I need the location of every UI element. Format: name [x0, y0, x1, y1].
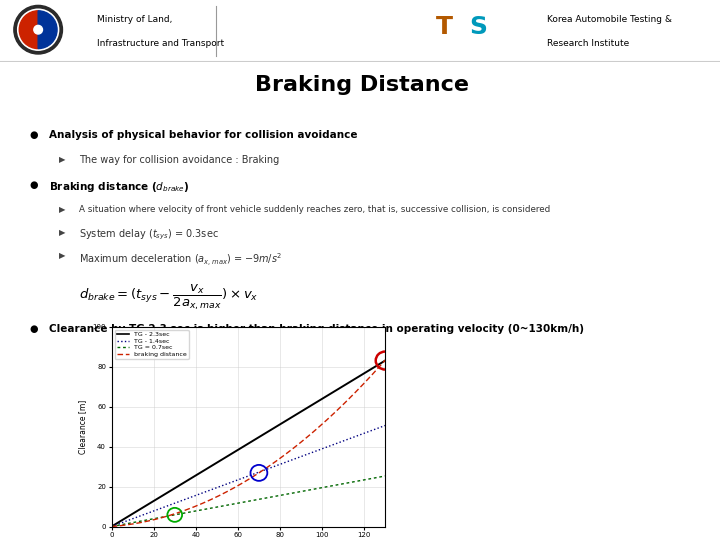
- Text: Braking Distance: Braking Distance: [255, 75, 469, 95]
- braking distance: [338, 402, 346, 409]
- braking distance: [275, 456, 284, 462]
- TG - 1.4sec: [108, 523, 117, 529]
- Text: Maximum deceleration ($a_{x,max}$) = $-9m/s^2$: Maximum deceleration ($a_{x,max}$) = $-9…: [79, 251, 283, 268]
- Text: $d_{brake} = (t_{sys} - \dfrac{v_x}{2a_{x,max}}) \times v_x$: $d_{brake} = (t_{sys} - \dfrac{v_x}{2a_{…: [79, 282, 259, 312]
- Circle shape: [34, 25, 42, 34]
- TG = 0.7sec: [275, 492, 284, 499]
- Text: Ministry of Land,: Ministry of Land,: [97, 15, 173, 24]
- TG - 2.3sec: [269, 425, 278, 431]
- Text: Korea Automobile Testing &: Korea Automobile Testing &: [547, 15, 672, 24]
- braking distance: [381, 357, 390, 363]
- TG = 0.7sec: [338, 481, 346, 487]
- Text: S: S: [469, 15, 487, 39]
- TG - 1.4sec: [269, 463, 278, 470]
- TG = 0.7sec: [107, 523, 116, 530]
- TG - 2.3sec: [270, 424, 279, 431]
- Line: TG - 2.3sec: TG - 2.3sec: [112, 361, 385, 526]
- Text: ●: ●: [30, 324, 38, 334]
- Wedge shape: [38, 11, 57, 49]
- Text: ▶: ▶: [59, 251, 66, 260]
- Text: Braking distance ($\mathit{d}_{brake}$): Braking distance ($\mathit{d}_{brake}$): [49, 180, 189, 194]
- Text: ▶: ▶: [59, 154, 66, 164]
- TG = 0.7sec: [355, 477, 364, 484]
- Text: ●: ●: [30, 180, 38, 190]
- TG - 2.3sec: [275, 422, 284, 428]
- Text: T: T: [436, 15, 453, 39]
- TG - 1.4sec: [270, 463, 279, 470]
- braking distance: [270, 459, 279, 465]
- TG - 1.4sec: [107, 523, 116, 530]
- TG = 0.7sec: [108, 523, 117, 530]
- Text: System delay ($t_{sys}$) = 0.3sec: System delay ($t_{sys}$) = 0.3sec: [79, 228, 219, 242]
- braking distance: [108, 523, 117, 530]
- TG - 1.4sec: [275, 462, 284, 468]
- TG - 2.3sec: [107, 523, 116, 530]
- TG - 2.3sec: [108, 523, 117, 529]
- braking distance: [107, 523, 116, 530]
- Y-axis label: Clearance [m]: Clearance [m]: [78, 400, 87, 454]
- TG - 2.3sec: [338, 383, 346, 390]
- TG - 1.4sec: [381, 422, 390, 429]
- Wedge shape: [19, 11, 38, 49]
- TG - 1.4sec: [338, 438, 346, 444]
- TG - 2.3sec: [355, 373, 364, 379]
- Text: Research Institute: Research Institute: [547, 39, 629, 48]
- Circle shape: [18, 9, 59, 50]
- TG = 0.7sec: [270, 493, 279, 500]
- braking distance: [355, 384, 364, 391]
- Text: A situation where velocity of front vehicle suddenly reaches zero, that is, succ: A situation where velocity of front vehi…: [79, 205, 551, 214]
- Text: ▶: ▶: [59, 228, 66, 237]
- TG - 2.3sec: [381, 357, 390, 364]
- Text: ●: ●: [30, 130, 38, 139]
- TG = 0.7sec: [269, 494, 278, 500]
- Text: The way for collision avoidance : Braking: The way for collision avoidance : Brakin…: [79, 154, 279, 165]
- Text: Analysis of physical behavior for collision avoidance: Analysis of physical behavior for collis…: [49, 130, 357, 139]
- Text: Clearance by TG 2.3 sec is higher than braking distance in operating velocity (0: Clearance by TG 2.3 sec is higher than b…: [49, 324, 584, 334]
- Line: TG - 1.4sec: TG - 1.4sec: [112, 426, 385, 526]
- TG = 0.7sec: [381, 472, 390, 479]
- Text: Infrastructure and Transport: Infrastructure and Transport: [97, 39, 225, 48]
- Legend: TG - 2.3sec, TG - 1.4sec, TG = 0.7sec, braking distance: TG - 2.3sec, TG - 1.4sec, TG = 0.7sec, b…: [114, 330, 189, 359]
- Circle shape: [14, 5, 63, 54]
- Text: ▶: ▶: [59, 205, 66, 214]
- braking distance: [269, 460, 278, 466]
- TG - 1.4sec: [355, 431, 364, 438]
- Line: braking distance: braking distance: [112, 360, 385, 526]
- Line: TG = 0.7sec: TG = 0.7sec: [112, 476, 385, 526]
